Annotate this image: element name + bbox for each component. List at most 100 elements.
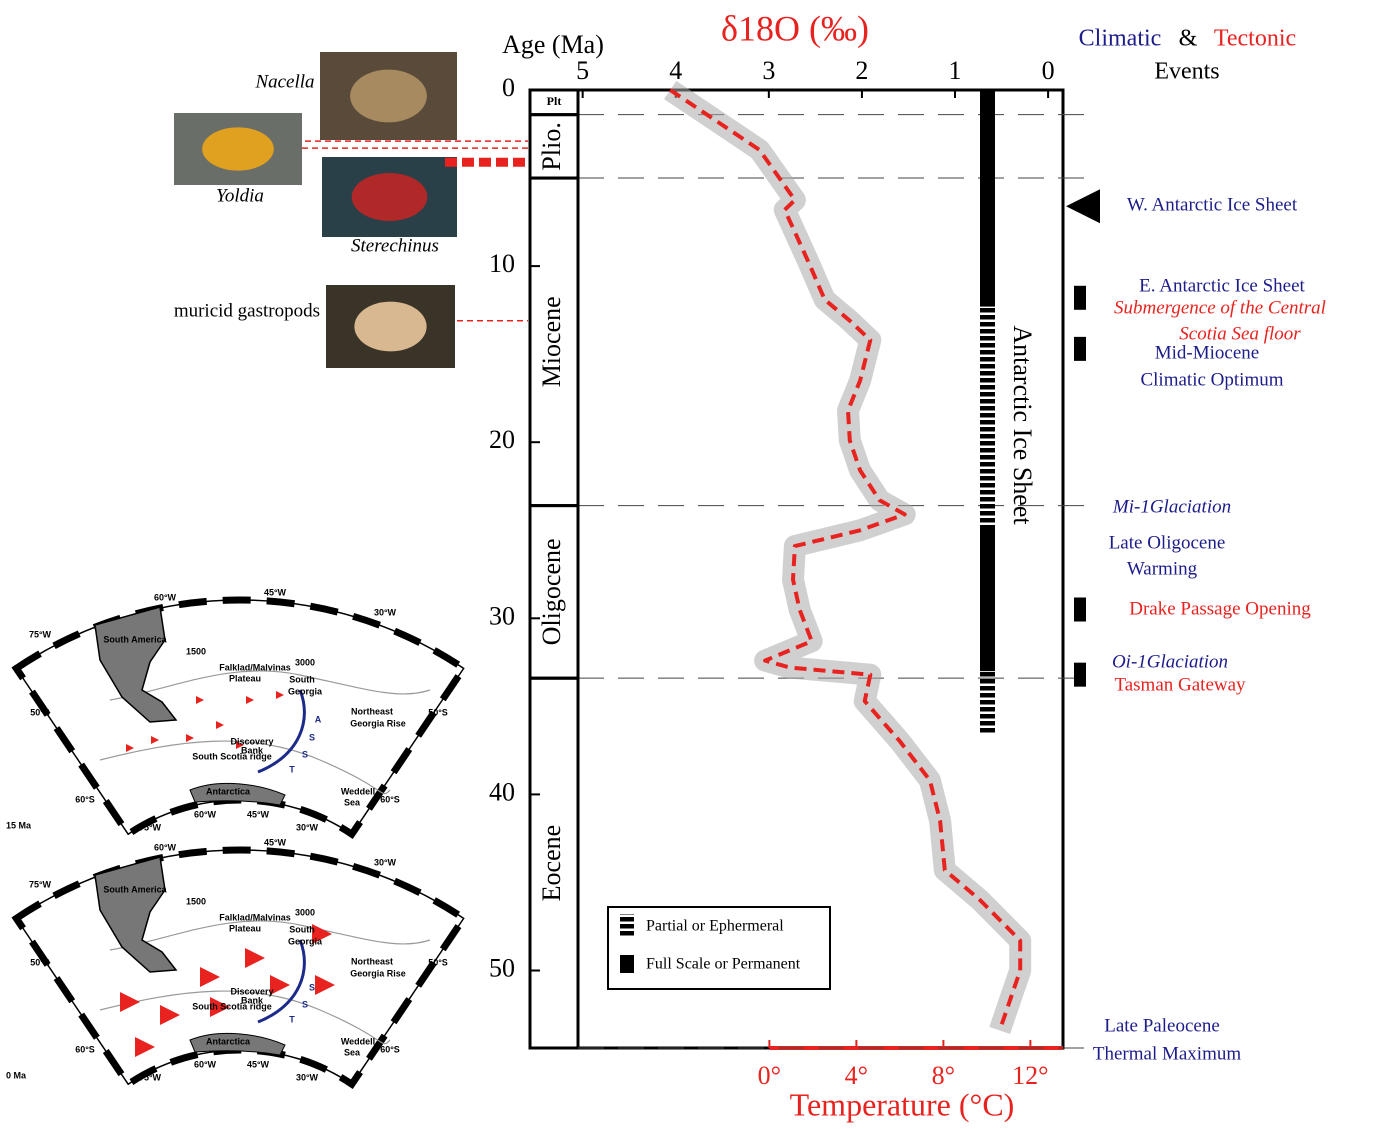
epoch-label: Oligocene [537,538,566,645]
photo-subject [350,70,427,123]
event-marker [1074,286,1086,310]
photo-subject [202,127,274,170]
event-label: Tasman Gateway [1114,674,1246,695]
x2-axis-label: Temperature (°C) [790,1086,1015,1122]
x-tick-label: 0 [1042,56,1055,85]
event-marker [1074,663,1086,687]
map-place-label: Falklad/Malvinas [219,662,291,672]
map-degree-label: 30°W [374,857,397,867]
taxon-label: Sterechinus [351,235,439,256]
map-age-label: 15 Ma [6,820,32,830]
event-label: Thermal Maximum [1093,1043,1241,1064]
epoch-label: Eocene [537,825,566,902]
map-place-label: Antarctica [206,1036,251,1046]
events-title: & [1179,26,1198,52]
y-axis-label: Age (Ma) [502,30,604,59]
event-label: Scotia Sea floor [1179,323,1301,344]
arc-letter: T [289,1014,295,1024]
ice-sheet-full [980,525,995,671]
event-label: Mid-Miocene [1155,342,1259,363]
epoch-label: Plt [547,94,562,108]
map-place-label: Weddell [341,1036,375,1046]
y-tick-label: 0 [502,73,515,102]
event-label: Climatic Optimum [1140,369,1283,390]
map-degree-label: 50°S [30,707,50,717]
map-place-label: Northeast [351,706,393,716]
map-place-label: 1500 [186,896,206,906]
map-place-label: 1500 [186,646,206,656]
map-degree-label: 50°S [30,957,50,967]
map-place-label: Sea [344,1047,361,1057]
map-degree-label: 45°W [264,587,287,597]
arc-letter: S [302,749,308,759]
map-degree-label: 60°W [194,1059,217,1069]
arc-letter: S [309,982,315,992]
x-tick-label: 3 [762,56,775,85]
y-tick-label: 50 [489,953,515,982]
map-place-label: South Scotia ridge [192,1001,272,1011]
map-place-label: Falklad/Malvinas [219,912,291,922]
map-degree-label: 45°W [247,1059,270,1069]
events-title: Tectonic [1214,26,1296,52]
x2-tick-label: 0° [758,1061,781,1090]
map-degree-label: 30°W [296,822,319,832]
map-degree-label: 60°S [75,794,95,804]
map-degree-label: 50°S [428,957,448,967]
map-place-label: Sea [344,797,361,807]
arc-letter: A [315,714,322,724]
legend-swatch-full [620,955,634,973]
epoch-label: Miocene [537,296,566,387]
epoch-label: Plio. [537,122,566,170]
photo-subject [354,302,426,352]
map-place-label: 3000 [295,657,315,667]
map-degree-label: 75°W [29,879,52,889]
map-place-label: South America [103,884,167,894]
figure: δ18O (‰) Age (Ma) Temperature (°C) Clima… [0,0,1376,1129]
ice-sheet-full [980,90,995,307]
map-degree-label: 45°W [247,809,270,819]
event-label: E. Antarctic Ice Sheet [1139,275,1305,296]
map-place-label: Georgia Rise [350,968,406,978]
map-degree-label: 75°W [139,1072,162,1082]
taxon-label: Yoldia [216,185,264,206]
y-tick-label: 40 [489,777,515,806]
arc-letter: S [302,999,308,1009]
map-place-label: South America [103,634,167,644]
data-line [670,90,1020,1030]
map-degree-label: 60°S [380,1044,400,1054]
map-place-label: Antarctica [206,786,251,796]
x-tick-label: 5 [576,56,589,85]
map-degree-label: 75°W [29,629,52,639]
map-place-label: Northeast [351,956,393,966]
map-degree-label: 45°W [264,837,287,847]
map-place-label: Plateau [229,923,261,933]
map-degree-label: 50°S [428,707,448,717]
y-tick-label: 30 [489,601,515,630]
x2-tick-label: 8° [932,1061,955,1090]
taxon-label: Nacella [254,71,314,92]
arc-letter: S [309,732,315,742]
map-place-label: Georgia [288,936,323,946]
chart-title: δ18O (‰) [721,8,869,48]
map-degree-label: 60°S [75,1044,95,1054]
map-place-label: South [289,674,315,684]
map: 75°W60°W45°W30°W50°S50°S60°S60°S75°W60°W… [6,837,464,1084]
ice-sheet-partial [980,307,995,525]
map-degree-label: 30°W [296,1072,319,1082]
event-label: Oi-1Glaciation [1112,651,1228,672]
events-title: Climatic [1079,26,1162,52]
ice-sheet-partial [980,671,995,733]
map-place-label: Plateau [229,673,261,683]
event-label: Mi-1Glaciation [1112,496,1231,517]
event-label: Late Oligocene [1109,532,1226,553]
event-marker [1074,598,1086,622]
map-place-label: South Scotia ridge [192,751,272,761]
ice-sheet-label: Antarctic Ice Sheet [1008,325,1037,525]
map-place-label: South [289,924,315,934]
x2-tick-label: 12° [1012,1061,1048,1090]
legend-swatch-partial [620,914,634,936]
map-age-label: 0 Ma [6,1070,27,1080]
y-tick-label: 20 [489,425,515,454]
map-place-label: 3000 [295,907,315,917]
map-degree-label: 60°S [380,794,400,804]
